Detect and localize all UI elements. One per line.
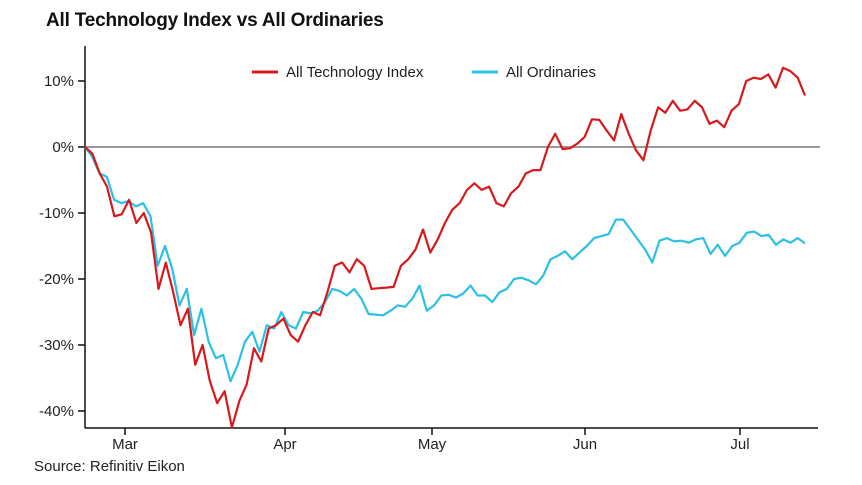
series-line-all-technology-index [84, 66, 807, 429]
source-note: Source: Refinitiv Eikon [34, 458, 185, 475]
y-tick-label: -20% [39, 271, 74, 288]
legend: All Technology Index All Ordinaries [252, 64, 596, 81]
y-tick-label: 0% [52, 139, 74, 156]
series-line-all-ordinaries [84, 146, 806, 383]
y-ticks: 10% 0% -10% -20% -30% -40% [39, 73, 85, 420]
y-tick-label: -10% [39, 205, 74, 222]
legend-label-ords: All Ordinaries [506, 64, 596, 81]
y-tick-label: -30% [39, 337, 74, 354]
x-ticks: Mar Apr May Jun Jul [112, 428, 750, 453]
x-tick-label: Jun [573, 436, 597, 453]
y-tick-label: 10% [44, 73, 74, 90]
chart-title: All Technology Index vs All Ordinaries [46, 10, 384, 31]
y-tick-label: -40% [39, 403, 74, 420]
x-tick-label: May [418, 436, 447, 453]
x-tick-label: Mar [112, 436, 138, 453]
x-tick-label: Apr [273, 436, 296, 453]
legend-label-tech: All Technology Index [286, 64, 424, 81]
x-tick-label: Jul [730, 436, 749, 453]
